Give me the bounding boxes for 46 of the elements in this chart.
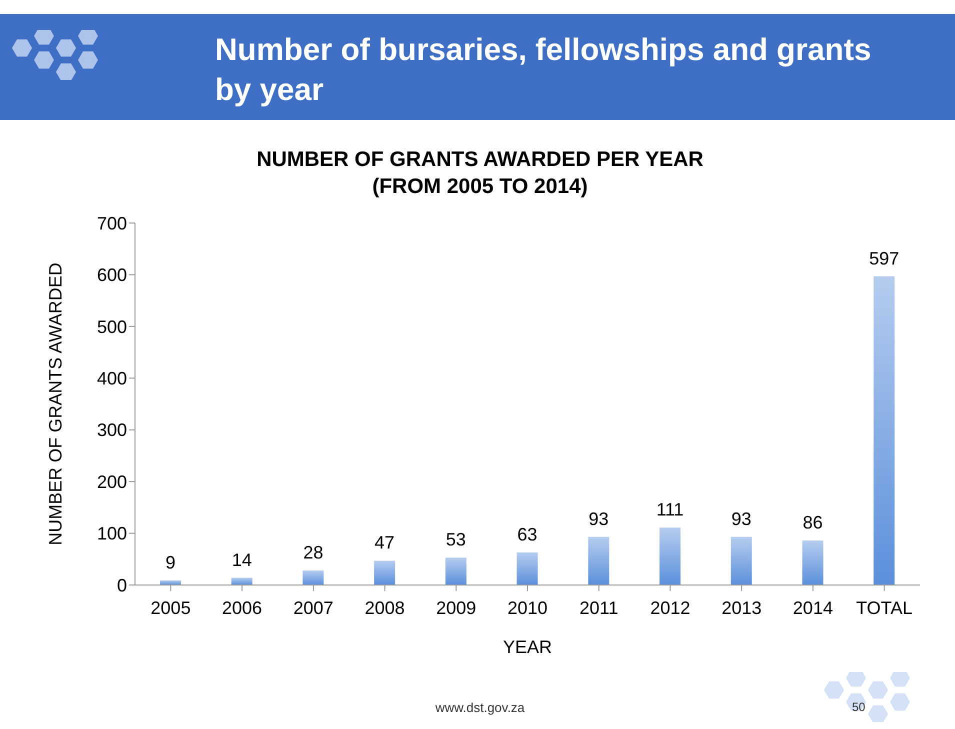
x-tick-label: 2013 — [722, 598, 762, 618]
data-label: 47 — [374, 532, 395, 553]
chart-subtitle: NUMBER OF GRANTS AWARDED PER YEAR (FROM 2005 TO 2014) — [256, 147, 704, 200]
y-tick-label: 100 — [96, 524, 127, 544]
x-tick-label: 2008 — [364, 598, 405, 618]
bar — [516, 552, 538, 585]
x-tick-label: 2010 — [507, 598, 548, 618]
text: 50 — [852, 700, 866, 714]
y-tick-label: 600 — [96, 265, 127, 286]
bar — [802, 540, 824, 585]
x-tick-label: 2006 — [222, 598, 262, 618]
y-tick-label: 700 — [96, 213, 127, 234]
data-label: 86 — [802, 512, 823, 533]
y-tick-label: 500 — [96, 316, 127, 337]
x-tick-label: 2014 — [792, 598, 833, 618]
y-tick-label: 300 — [96, 420, 127, 440]
bar — [231, 578, 252, 585]
x-tick-label: 2007 — [293, 598, 334, 618]
data-label: 597 — [869, 248, 900, 268]
bar — [374, 560, 396, 585]
data-label: 9 — [165, 552, 176, 572]
x-tick-label: TOTAL — [856, 598, 912, 618]
x-tick-label: 2009 — [436, 598, 476, 618]
data-label: 14 — [232, 550, 252, 570]
bar — [302, 570, 324, 585]
chart-title: Number of bursaries, fellowships and grants by year — [215, 31, 872, 109]
y-tick-label: 200 — [96, 472, 127, 492]
bar — [445, 558, 466, 585]
y-axis-title: NUMBER OF GRANTS AWARDED — [45, 262, 66, 546]
bar — [874, 276, 895, 585]
y-tick-label: 400 — [96, 368, 127, 389]
data-label: 53 — [446, 530, 466, 550]
data-label: 93 — [731, 508, 752, 529]
y-tick-label: 0 — [116, 575, 127, 596]
bar — [730, 536, 752, 585]
data-label: 63 — [517, 524, 538, 544]
data-label: 111 — [656, 500, 684, 520]
data-label: 93 — [588, 508, 609, 529]
data-label: 28 — [303, 542, 324, 563]
bar — [660, 528, 681, 585]
x-tick-label: 2005 — [150, 598, 191, 618]
text: www.dst.gov.za — [434, 700, 526, 715]
x-tick-label: 2012 — [650, 598, 690, 618]
x-tick-label: 2011 — [580, 598, 618, 618]
bar — [588, 536, 610, 585]
x-axis-title: YEAR — [502, 637, 552, 657]
